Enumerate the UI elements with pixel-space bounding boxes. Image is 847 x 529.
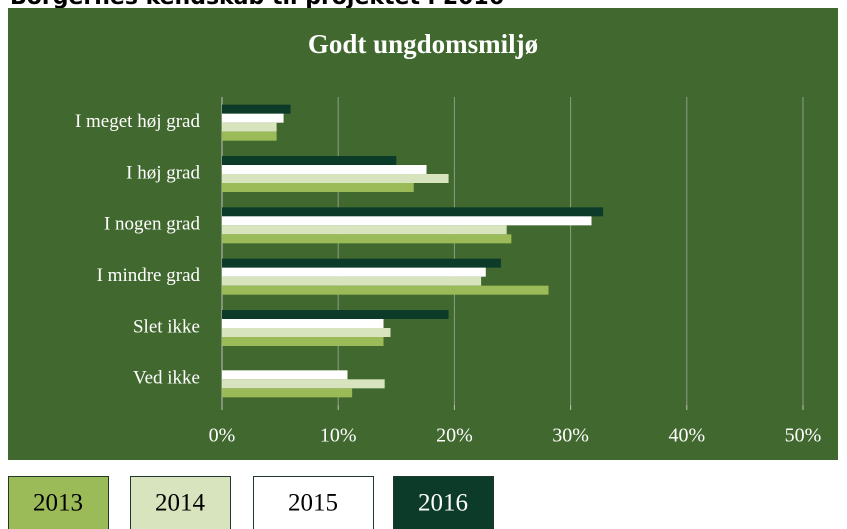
bar — [222, 388, 353, 398]
legend-swatch — [8, 476, 109, 529]
bar — [222, 165, 427, 174]
y-tick-label: I nogen grad — [104, 214, 201, 235]
y-tick-label: I mindre grad — [97, 265, 201, 286]
bar — [222, 337, 384, 346]
bar — [222, 328, 391, 337]
bar — [222, 310, 449, 319]
bar — [222, 113, 284, 123]
bar — [222, 216, 592, 226]
bar — [222, 285, 549, 295]
x-tick-label: 20% — [436, 425, 473, 447]
bar — [222, 156, 397, 165]
legend-label: 2016 — [418, 490, 468, 517]
bar — [222, 104, 291, 114]
bar — [222, 267, 486, 277]
legend-label: 2015 — [288, 490, 338, 517]
y-tick-label: Ved ikke — [133, 368, 200, 389]
legend-label: 2014 — [155, 490, 206, 517]
x-tick-label: 0% — [209, 425, 236, 447]
legend-label: 2013 — [33, 490, 83, 517]
x-tick-label: 10% — [320, 425, 357, 447]
bar — [222, 207, 604, 217]
legend-swatch — [130, 476, 231, 529]
y-tick-label: I høj grad — [126, 162, 200, 183]
bar — [222, 258, 501, 268]
y-tick-label: Slet ikke — [133, 316, 200, 337]
y-tick-label: I meget høj grad — [75, 111, 201, 132]
x-tick-label: 50% — [785, 425, 822, 447]
bar — [222, 234, 512, 244]
bar — [222, 131, 277, 141]
bar — [222, 174, 449, 183]
x-tick-label: 40% — [668, 425, 705, 447]
x-tick-label: 30% — [552, 425, 589, 447]
bar — [222, 319, 384, 328]
bar — [222, 183, 414, 192]
legend-swatch — [393, 476, 494, 529]
bar — [222, 379, 385, 389]
bar — [222, 225, 507, 235]
legend-swatch — [253, 476, 374, 529]
chart-title: Godt ungdomsmiljø — [308, 29, 538, 59]
bar — [222, 122, 277, 132]
page-title: Borgernes kendskab til projektet i 2016 — [10, 0, 504, 10]
bar — [222, 276, 482, 286]
bar — [222, 370, 348, 380]
